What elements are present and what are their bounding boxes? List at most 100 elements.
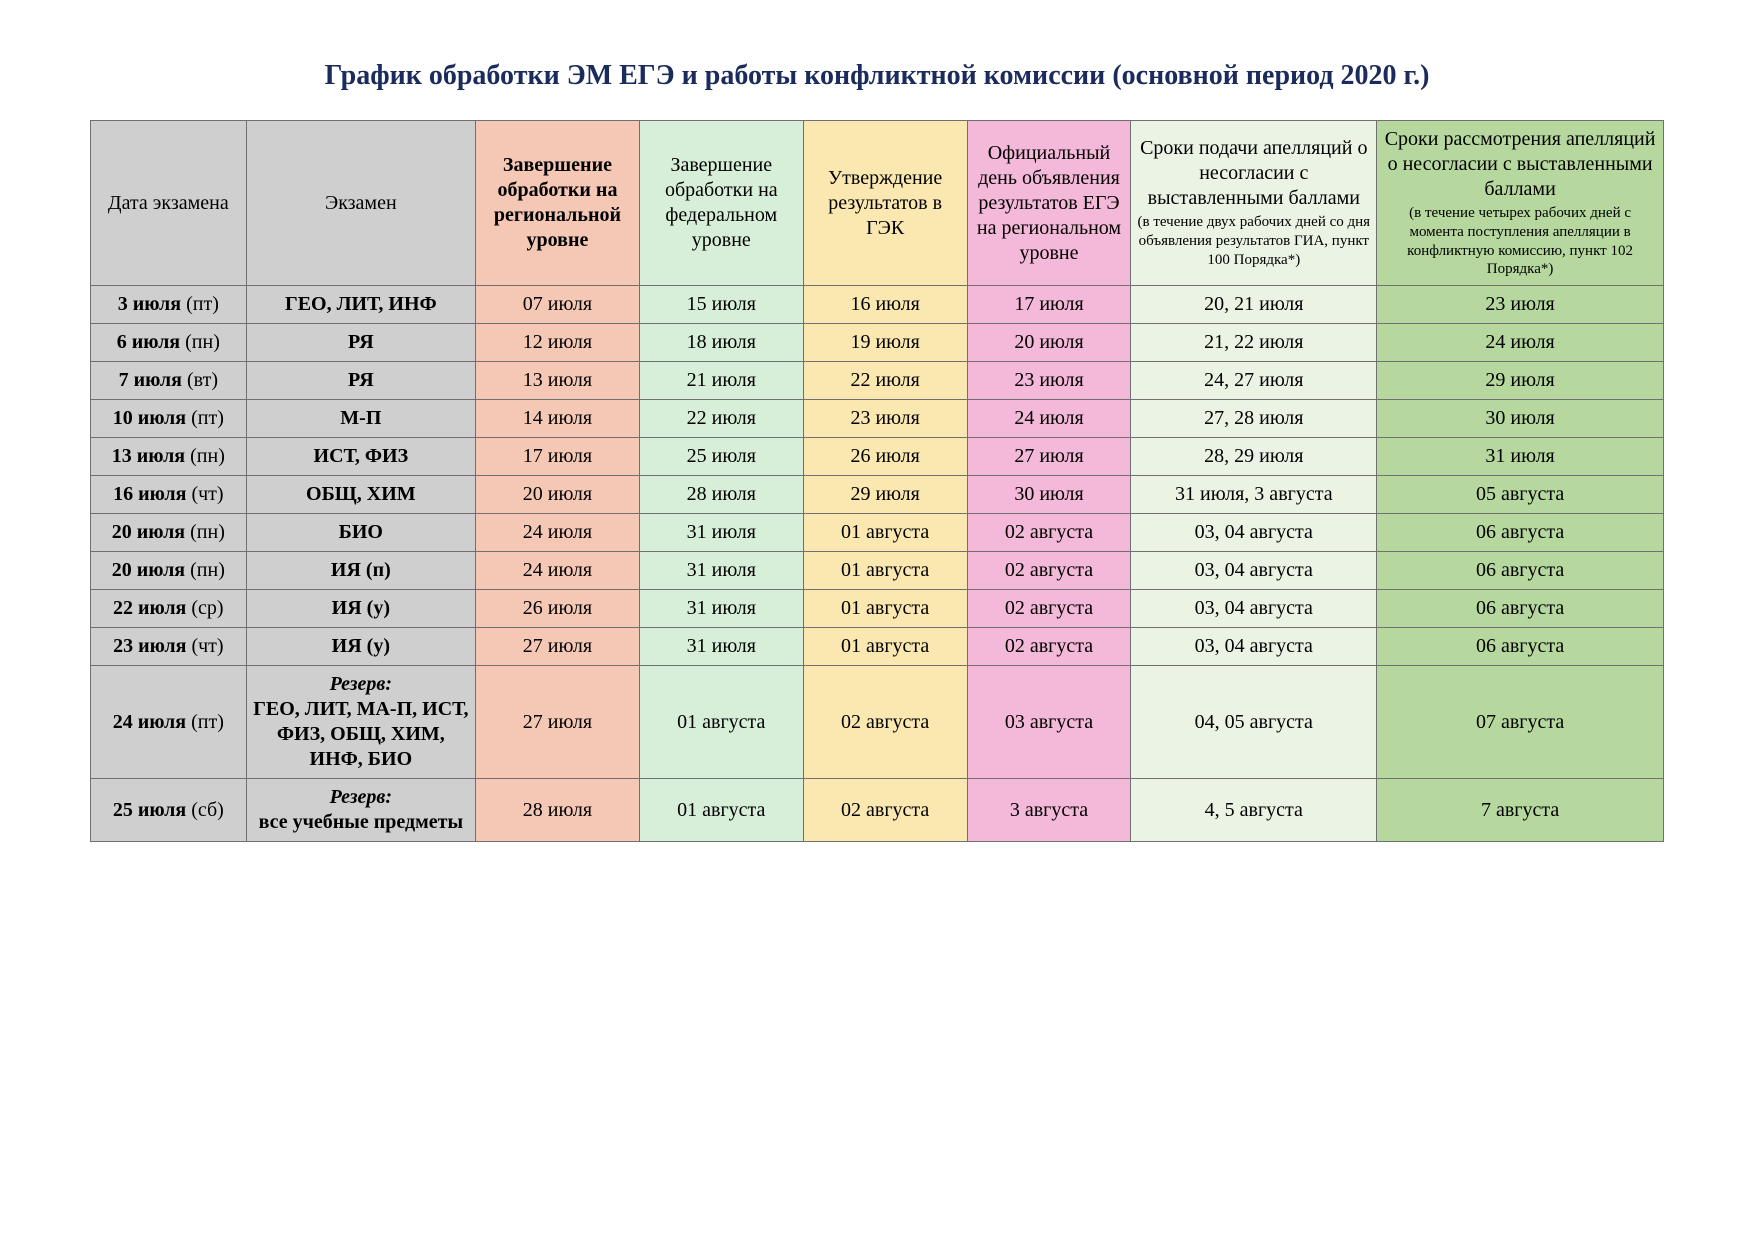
cell-c7: 07 августа (1377, 666, 1664, 779)
cell-c3: 15 июля (639, 286, 803, 324)
cell-c6: 21, 22 июля (1131, 324, 1377, 362)
col-header-appeal-review: Сроки рассмотрения апелляций о несогласи… (1377, 121, 1664, 286)
date-value: 24 июля (113, 711, 191, 733)
date-dow: (ср) (191, 597, 223, 619)
cell-c6: 03, 04 августа (1131, 552, 1377, 590)
date-dow: (пн) (185, 331, 220, 353)
cell-c5: 02 августа (967, 514, 1131, 552)
exam-value: ИЯ (у) (332, 597, 390, 619)
exam-cell: Резерв:все учебные предметы (246, 779, 475, 842)
table-row: 24 июля (пт) Резерв:ГЕО, ЛИТ, МА-П, ИСТ, … (91, 666, 1664, 779)
exam-value: БИО (339, 521, 383, 543)
cell-c5: 20 июля (967, 324, 1131, 362)
table-row: 13 июля (пн)ИСТ, ФИЗ17 июля25 июля26 июл… (91, 438, 1664, 476)
date-cell: 23 июля (чт) (91, 628, 247, 666)
exam-cell: БИО (246, 514, 475, 552)
col-header-announce: Официальный день объявления результатов … (967, 121, 1131, 286)
cell-c4: 02 августа (803, 779, 967, 842)
cell-c3: 31 июля (639, 514, 803, 552)
cell-c5: 27 июля (967, 438, 1131, 476)
cell-c5: 02 августа (967, 552, 1131, 590)
cell-c3: 31 июля (639, 628, 803, 666)
exam-cell: РЯ (246, 362, 475, 400)
table-row: 22 июля (ср)ИЯ (у)26 июля31 июля01 авгус… (91, 590, 1664, 628)
exam-cell: ИЯ (п) (246, 552, 475, 590)
cell-c2: 27 июля (476, 628, 640, 666)
date-cell: 10 июля (пт) (91, 400, 247, 438)
cell-c4: 02 августа (803, 666, 967, 779)
cell-c3: 22 июля (639, 400, 803, 438)
cell-c7: 05 августа (1377, 476, 1664, 514)
date-dow: (пт) (186, 293, 219, 315)
cell-c3: 31 июля (639, 552, 803, 590)
cell-c4: 23 июля (803, 400, 967, 438)
exam-cell: РЯ (246, 324, 475, 362)
cell-c6: 03, 04 августа (1131, 590, 1377, 628)
cell-c4: 22 июля (803, 362, 967, 400)
date-dow: (пт) (191, 407, 224, 429)
exam-value: РЯ (348, 331, 374, 353)
cell-c3: 25 июля (639, 438, 803, 476)
col-header-appeal-submit: Сроки подачи апелляций о несогласии с вы… (1131, 121, 1377, 286)
table-row: 20 июля (пн)БИО24 июля31 июля01 августа0… (91, 514, 1664, 552)
table-row: 7 июля (вт)РЯ13 июля21 июля22 июля23 июл… (91, 362, 1664, 400)
date-cell: 16 июля (чт) (91, 476, 247, 514)
cell-c5: 02 августа (967, 628, 1131, 666)
col-header-date: Дата экзамена (91, 121, 247, 286)
exam-value: ИЯ (у) (332, 635, 390, 657)
cell-c6: 27, 28 июля (1131, 400, 1377, 438)
cell-c4: 26 июля (803, 438, 967, 476)
exam-cell: ИСТ, ФИЗ (246, 438, 475, 476)
cell-c3: 28 июля (639, 476, 803, 514)
cell-c3: 01 августа (639, 666, 803, 779)
cell-c2: 14 июля (476, 400, 640, 438)
date-cell: 25 июля (сб) (91, 779, 247, 842)
col-header-regional: Завершение обработки на региональной уро… (476, 121, 640, 286)
date-value: 7 июля (119, 369, 187, 391)
exam-value: все учебные предметы (253, 810, 469, 835)
date-cell: 13 июля (пн) (91, 438, 247, 476)
date-dow: (чт) (191, 483, 223, 505)
exam-cell: ИЯ (у) (246, 590, 475, 628)
cell-c6: 20, 21 июля (1131, 286, 1377, 324)
cell-c3: 31 июля (639, 590, 803, 628)
exam-cell: ИЯ (у) (246, 628, 475, 666)
table-row: 3 июля (пт)ГЕО, ЛИТ, ИНФ07 июля15 июля16… (91, 286, 1664, 324)
cell-c6: 04, 05 августа (1131, 666, 1377, 779)
exam-value: ГЕО, ЛИТ, ИНФ (285, 293, 437, 315)
col-header-appeal-review-main: Сроки рассмотрения апелляций о несогласи… (1385, 128, 1656, 200)
cell-c2: 26 июля (476, 590, 640, 628)
date-dow: (сб) (191, 799, 224, 821)
date-value: 10 июля (113, 407, 191, 429)
cell-c4: 16 июля (803, 286, 967, 324)
date-cell: 22 июля (ср) (91, 590, 247, 628)
cell-c3: 01 августа (639, 779, 803, 842)
table-row: 25 июля (сб)Резерв:все учебные предметы2… (91, 779, 1664, 842)
col-header-exam: Экзамен (246, 121, 475, 286)
date-cell: 6 июля (пн) (91, 324, 247, 362)
exam-value: ИЯ (п) (331, 559, 391, 581)
cell-c5: 30 июля (967, 476, 1131, 514)
cell-c7: 24 июля (1377, 324, 1664, 362)
cell-c7: 29 июля (1377, 362, 1664, 400)
table-row: 23 июля (чт)ИЯ (у)27 июля31 июля01 авгус… (91, 628, 1664, 666)
table-body: 3 июля (пт)ГЕО, ЛИТ, ИНФ07 июля15 июля16… (91, 286, 1664, 842)
cell-c2: 07 июля (476, 286, 640, 324)
date-dow: (чт) (191, 635, 223, 657)
exam-value: ГЕО, ЛИТ, МА-П, ИСТ, ФИЗ, ОБЩ, ХИМ, ИНФ,… (253, 697, 469, 772)
exam-cell: ГЕО, ЛИТ, ИНФ (246, 286, 475, 324)
date-dow: (пт) (191, 711, 224, 733)
cell-c2: 24 июля (476, 514, 640, 552)
exam-cell: Резерв:ГЕО, ЛИТ, МА-П, ИСТ, ФИЗ, ОБЩ, ХИ… (246, 666, 475, 779)
cell-c3: 21 июля (639, 362, 803, 400)
cell-c4: 29 июля (803, 476, 967, 514)
exam-value: ОБЩ, ХИМ (306, 483, 416, 505)
date-value: 6 июля (117, 331, 185, 353)
cell-c2: 27 июля (476, 666, 640, 779)
date-dow: (вт) (187, 369, 218, 391)
cell-c6: 28, 29 июля (1131, 438, 1377, 476)
date-value: 20 июля (112, 559, 190, 581)
cell-c2: 17 июля (476, 438, 640, 476)
col-header-federal: Завершение обработки на федеральном уров… (639, 121, 803, 286)
cell-c7: 31 июля (1377, 438, 1664, 476)
